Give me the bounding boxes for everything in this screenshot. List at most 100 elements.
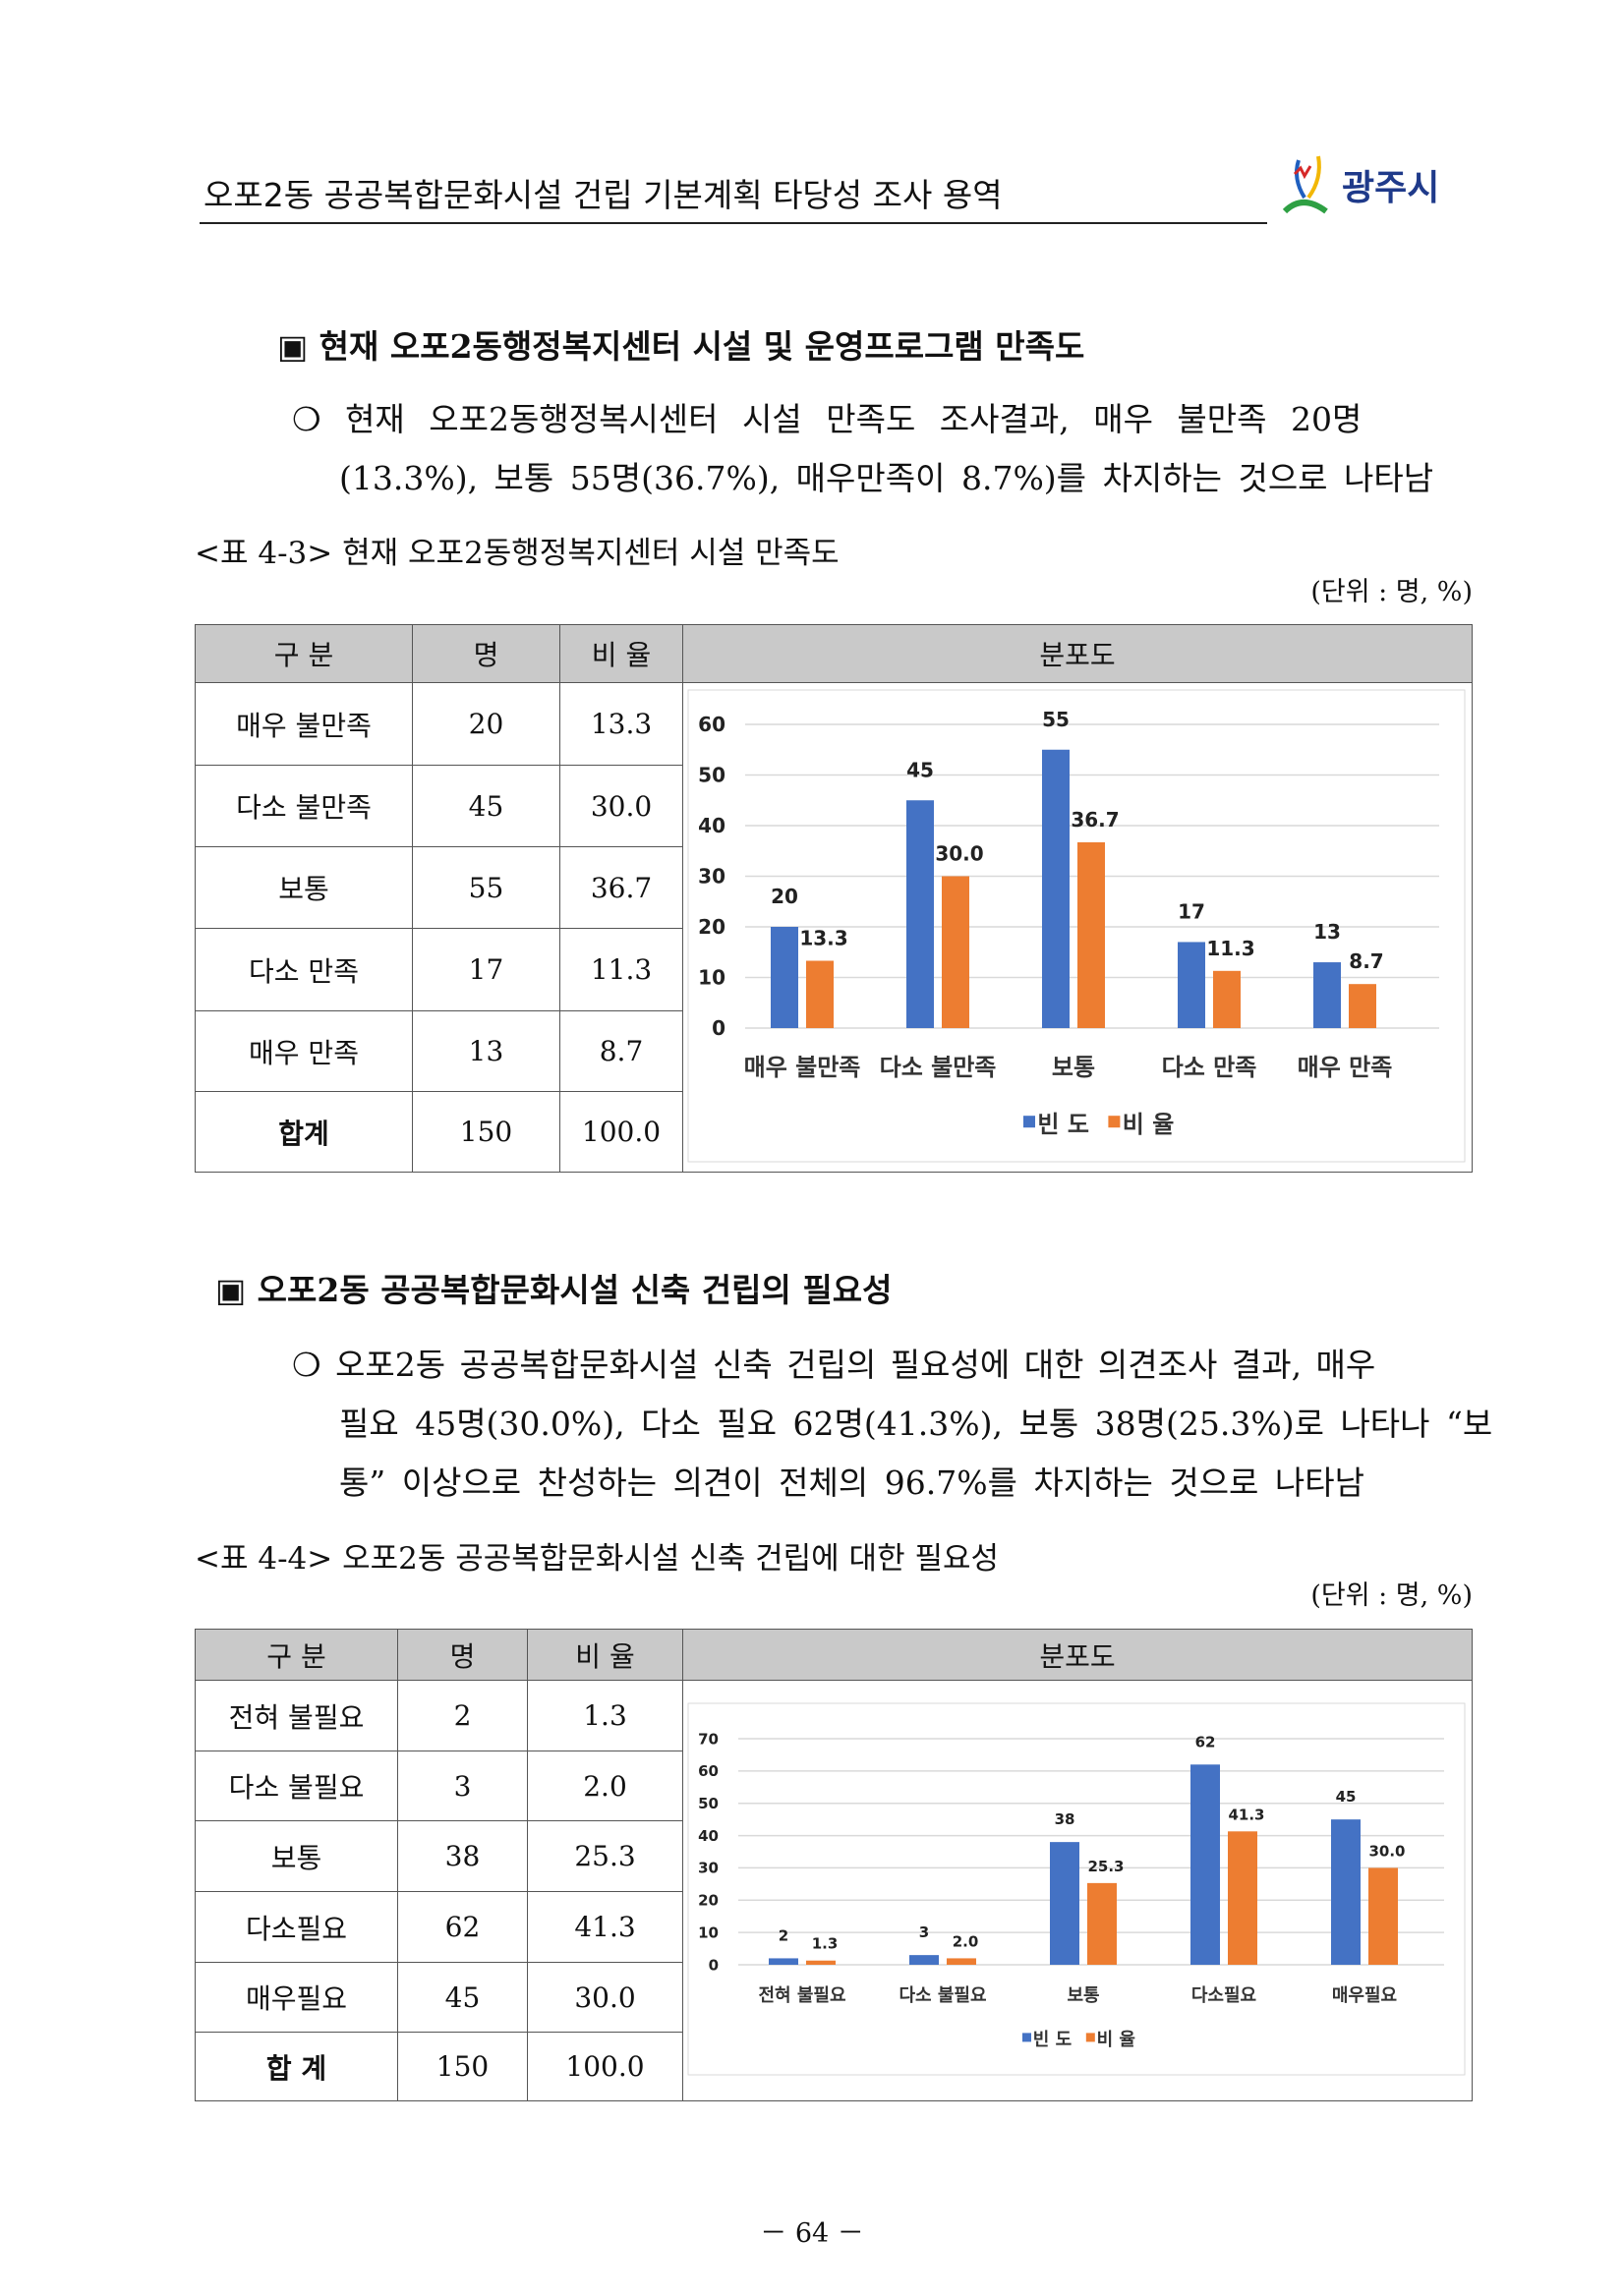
cell: 합계 — [195, 1091, 413, 1173]
y-tick-label: 50 — [698, 764, 725, 787]
x-tick-label: 보통 — [1052, 1054, 1095, 1081]
data-label: 1.3 — [812, 1935, 839, 1953]
data-label: 2 — [779, 1926, 788, 1944]
data-label: 41.3 — [1228, 1806, 1264, 1823]
y-tick-label: 30 — [698, 1860, 719, 1877]
y-tick-label: 70 — [698, 1730, 719, 1748]
bar — [1178, 942, 1205, 1028]
document-header-title: 오포2동 공공복합문화시설 건립 기본계획 타당성 조사 용역 — [203, 176, 1003, 214]
logo-text: 광주시 — [1342, 168, 1440, 208]
cell: 62 — [397, 1891, 528, 1963]
data-label: 2.0 — [953, 1932, 979, 1950]
page-number: － 64 － — [760, 2218, 864, 2249]
total-row: 합 계 150 100.0 — [195, 2032, 1473, 2101]
x-tick-label: 매우 불만족 — [744, 1054, 861, 1081]
legend-swatch — [1023, 1116, 1035, 1128]
gwangju-emblem-icon — [1283, 155, 1328, 214]
cell: 38 — [397, 1820, 528, 1892]
cell: 보통 — [195, 1820, 398, 1892]
paragraph-line: ❍ 현재 오포2동행정복시센터 시설 만족도 조사결과, 매우 불만족 20명 — [292, 400, 1363, 438]
y-tick-label: 0 — [709, 1956, 719, 1974]
table-row: 다소 불만족 45 30.0 — [195, 765, 1473, 847]
col-header: 분포도 — [682, 624, 1473, 683]
x-tick-label: 다소 만족 — [1162, 1054, 1257, 1081]
bar — [1368, 1867, 1398, 1965]
col-header: 명 — [412, 624, 560, 683]
bar — [806, 960, 834, 1028]
cell: 매우필요 — [195, 1962, 398, 2033]
cell: 2 — [397, 1680, 528, 1751]
cell: 13.3 — [559, 682, 683, 766]
bar — [1042, 749, 1070, 1028]
table-row: 다소 만족 17 11.3 — [195, 928, 1473, 1011]
cell: 30.0 — [559, 765, 683, 847]
cell: 45 — [412, 765, 560, 847]
bar — [1050, 1842, 1079, 1965]
data-label: 20 — [771, 885, 798, 908]
data-label: 30.0 — [935, 842, 983, 866]
unit-label: (단위 : 명, %) — [1310, 1580, 1473, 1611]
bar — [942, 876, 969, 1028]
cell: 150 — [397, 2032, 528, 2101]
cell: 다소필요 — [195, 1891, 398, 1963]
paragraph-line: 필요 45명(30.0%), 다소 필요 62명(41.3%), 보통 38명(… — [339, 1405, 1493, 1443]
data-label: 45 — [1336, 1788, 1357, 1806]
cell: 36.7 — [559, 846, 683, 929]
bar — [806, 1960, 836, 1965]
data-label: 36.7 — [1071, 808, 1119, 832]
x-tick-label: 매우 만족 — [1298, 1054, 1393, 1081]
cell: 41.3 — [527, 1891, 683, 1963]
legend-label: 빈 도 — [1033, 2030, 1072, 2050]
necessity-chart: 0 10 20 30 40 50 60 70 2 1.3 전혀 불필요 3 2.0 다소 불필요 38 25.… — [687, 1702, 1466, 2076]
cell: 25.3 — [527, 1820, 683, 1892]
cell: 다소 만족 — [195, 928, 413, 1011]
cell: 17 — [412, 928, 560, 1011]
unit-label: (단위 : 명, %) — [1310, 577, 1473, 607]
bar — [906, 800, 934, 1028]
x-tick-label: 매우필요 — [1332, 1985, 1397, 2006]
cell: 합 계 — [195, 2032, 398, 2101]
data-label: 11.3 — [1206, 937, 1254, 960]
y-tick-label: 20 — [698, 915, 725, 939]
table-row: 매우필요 45 30.0 — [195, 1962, 1473, 2033]
data-label: 25.3 — [1087, 1858, 1124, 1875]
cell: 100.0 — [527, 2032, 683, 2101]
cell: 55 — [412, 846, 560, 929]
section-heading: ▣ 현재 오포2동행정복지센터 시설 및 운영프로그램 만족도 — [277, 327, 1085, 366]
cell: 보통 — [195, 846, 413, 929]
gwangju-logo: 광주시 — [1283, 152, 1470, 217]
cell: 다소 불만족 — [195, 765, 413, 847]
cell: 100.0 — [559, 1091, 683, 1173]
cell: 3 — [397, 1751, 528, 1821]
col-header: 분포도 — [682, 1629, 1473, 1681]
bar — [1087, 1882, 1117, 1965]
col-header: 구 분 — [195, 624, 413, 683]
col-header: 구 분 — [195, 1629, 398, 1681]
cell: 30.0 — [527, 1962, 683, 2033]
bar — [1331, 1819, 1361, 1965]
paragraph-line: 통” 이상으로 찬성하는 의견이 전체의 96.7%를 차지하는 것으로 나타남 — [339, 1464, 1364, 1502]
cell: 전혀 불필요 — [195, 1680, 398, 1751]
bar — [1228, 1831, 1257, 1965]
paragraph-line: ❍ 오포2동 공공복합문화시설 신축 건립의 필요성에 대한 의견조사 결과, … — [292, 1346, 1376, 1384]
cell: 8.7 — [559, 1010, 683, 1092]
table-row: 매우 만족 13 8.7 — [195, 1010, 1473, 1092]
y-tick-label: 10 — [698, 966, 725, 990]
data-label: 38 — [1055, 1810, 1075, 1828]
chart-area-border — [687, 689, 1466, 1163]
data-label: 45 — [906, 758, 934, 781]
y-tick-label: 60 — [698, 1762, 719, 1780]
cell: 2.0 — [527, 1751, 683, 1821]
cell: 20 — [412, 682, 560, 766]
legend-label: 빈 도 — [1037, 1111, 1089, 1138]
legend-label: 비 율 — [1097, 2030, 1135, 2050]
y-tick-label: 20 — [698, 1892, 719, 1910]
cell: 11.3 — [559, 928, 683, 1011]
y-tick-label: 60 — [698, 713, 725, 736]
data-label: 62 — [1195, 1733, 1216, 1751]
total-row: 합계 150 100.0 — [195, 1091, 1473, 1173]
x-tick-label: 보통 — [1067, 1985, 1099, 2006]
data-label: 13.3 — [799, 927, 847, 950]
y-tick-label: 10 — [698, 1923, 719, 1941]
bar — [1190, 1764, 1220, 1965]
